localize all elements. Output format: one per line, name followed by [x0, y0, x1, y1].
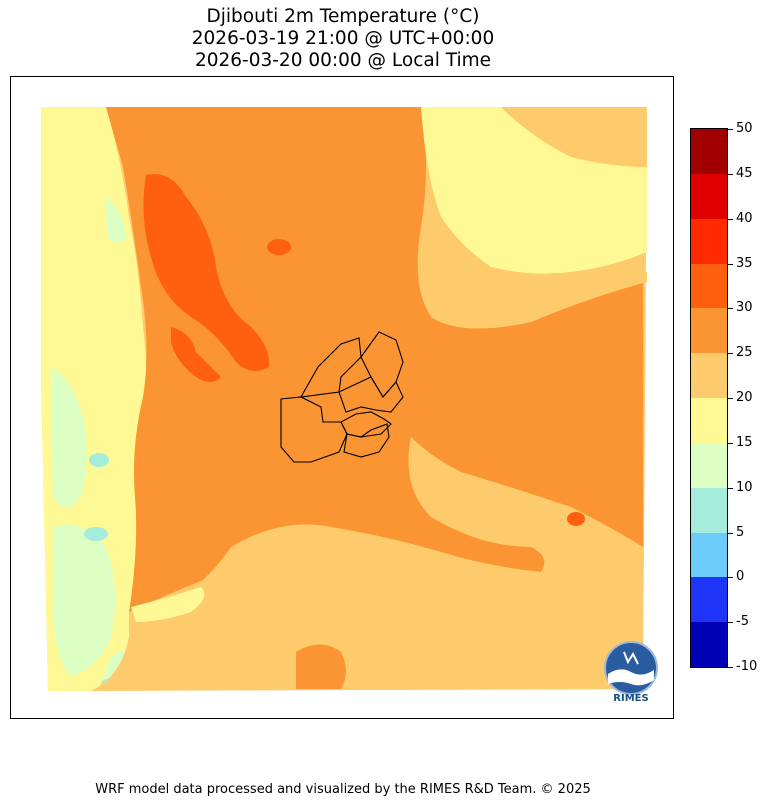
colorbar-segment: [691, 398, 727, 444]
map-frame: [10, 76, 674, 719]
colorbar-segment: [691, 308, 727, 354]
colorbar-segment: [691, 353, 727, 399]
colorbar-tick-label: 35: [736, 255, 753, 271]
field-25-30-northeast: [501, 107, 647, 167]
title-line-2: 2026-03-19 21:00 @ UTC+00:00: [191, 28, 495, 49]
field-15-20-west-c: [106, 197, 127, 242]
colorbar-tick: [728, 442, 733, 444]
colorbar-tick: [728, 129, 733, 130]
colorbar-segment: [691, 129, 727, 175]
title-line-1: Djibouti 2m Temperature (°C): [206, 6, 480, 27]
colorbar-tick-label: 25: [736, 345, 753, 361]
colorbar-tick: [728, 353, 733, 355]
colorbar-tick-label: 40: [736, 210, 753, 226]
rimes-logo: RIMES: [600, 640, 662, 708]
country-boundaries: [280, 331, 404, 463]
colorbar-tick: [728, 398, 733, 399]
colorbar-tick-label: 30: [736, 300, 753, 316]
colorbar-segment: [691, 532, 727, 578]
colorbar-tick-label: 50: [736, 121, 753, 136]
field-30-35-south: [296, 644, 346, 689]
colorbar-segment: [691, 442, 727, 489]
logo-text: RIMES: [613, 693, 649, 704]
colorbar-segment: [691, 487, 727, 533]
colorbar-tick: [728, 622, 733, 624]
colorbar-tick-label: 15: [736, 434, 753, 450]
rimes-logo-icon: [604, 641, 658, 695]
field-30-35-central: [106, 107, 643, 613]
colorbar-tick: [728, 173, 733, 175]
temperature-map: [41, 107, 647, 691]
colorbar-tick-label: 45: [736, 165, 753, 181]
field-10-15-b: [84, 527, 108, 541]
field-35-40-spot: [267, 239, 291, 255]
field-25-30-east: [431, 272, 647, 329]
colorbar-tick: [728, 308, 733, 310]
colorbar-segment: [691, 577, 727, 623]
colorbar-tick: [728, 667, 733, 668]
field-35-40-north: [143, 173, 270, 371]
colorbar-segment: [691, 218, 727, 264]
colorbar-tick: [728, 532, 733, 534]
field-35-40-spot-b: [567, 512, 585, 526]
colorbar-tick: [728, 487, 733, 489]
colorbar-tick: [728, 263, 733, 265]
colorbar-tick-label: 0: [736, 569, 745, 585]
colorbar-tick: [728, 218, 733, 220]
field-15-20-west-a: [51, 367, 87, 507]
field-20-25-northeast: [421, 107, 647, 274]
title-line-3: 2026-03-20 00:00 @ Local Time: [194, 50, 492, 71]
colorbar-tick-label: 20: [736, 390, 753, 405]
chart-title: Djibouti 2m Temperature (°C) 2026-03-19 …: [0, 6, 686, 72]
colorbar-tick: [728, 577, 733, 579]
colorbar-tick-label: 5: [736, 524, 745, 540]
colorbar: [690, 128, 728, 668]
colorbar-tick-label: -10: [736, 659, 758, 674]
colorbar-tick-label: -5: [736, 614, 749, 630]
colorbar-segment: [691, 263, 727, 309]
footer-credit: WRF model data processed and visualized …: [95, 782, 591, 797]
field-25-30-south: [48, 535, 643, 691]
colorbar-tick-label: 10: [736, 479, 753, 495]
colorbar-segment: [691, 622, 727, 668]
field-15-20-west-b: [53, 524, 115, 677]
field-10-15-a: [89, 453, 109, 467]
field-20-25-coast: [131, 587, 205, 622]
field-35-40-west: [171, 327, 221, 382]
colorbar-segment: [691, 173, 727, 220]
